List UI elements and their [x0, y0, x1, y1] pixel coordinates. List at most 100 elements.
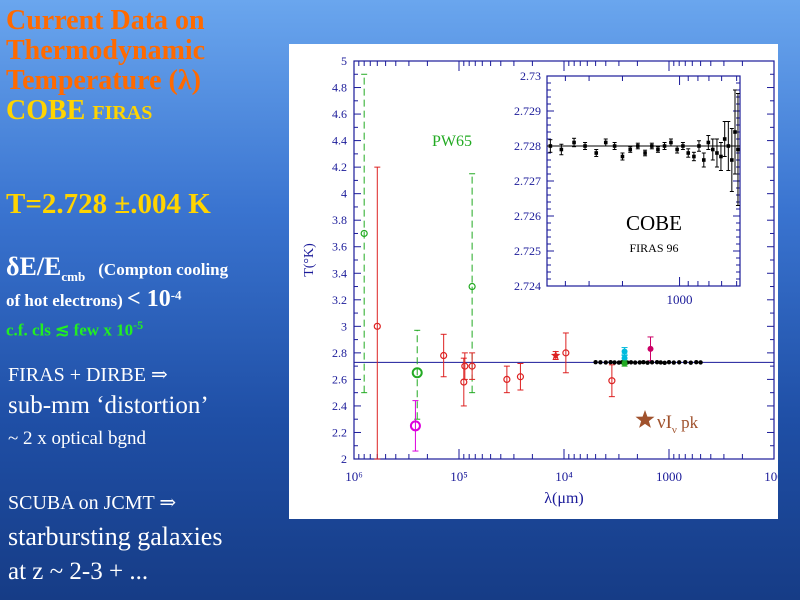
- y-tick-label: 3: [341, 319, 347, 333]
- inset-data-point: [662, 144, 667, 148]
- cf-exp: -5: [133, 318, 144, 332]
- inset-data-point: [715, 151, 719, 155]
- data-point: [628, 360, 634, 365]
- distortion-line-1: δE/Ecmb (Compton cooling: [6, 252, 228, 285]
- inset-data-point: [692, 154, 696, 159]
- data-point: [666, 359, 672, 365]
- data-point: [411, 367, 423, 379]
- data-point: [621, 360, 628, 367]
- inset-data-point: [681, 144, 685, 148]
- inset-data-point: [722, 137, 727, 141]
- data-point: [683, 359, 688, 365]
- data-point: [676, 360, 682, 365]
- inset-y-tick-label: 2.73: [520, 69, 541, 83]
- inset-data-point: [730, 158, 734, 162]
- inset-data-point: [726, 144, 731, 148]
- data-point: [468, 282, 476, 291]
- inset-data-point: [706, 140, 711, 145]
- data-point: [621, 355, 628, 362]
- submm-distortion-line: sub-mm ‘distortion’: [8, 392, 209, 419]
- legend-nu-sub: ν: [672, 424, 677, 436]
- data-point: [461, 362, 469, 370]
- x-tick-label: 100: [764, 469, 778, 484]
- cf-main: c.f. cls ≲ few x 10: [6, 320, 134, 340]
- starbursting-line: starbursting galaxies: [8, 522, 223, 551]
- data-point: [593, 359, 598, 365]
- firas-dirbe-line: FIRAS + DIRBE ⇒: [8, 364, 168, 386]
- inset-data-point: [612, 144, 617, 148]
- inset-data-point: [559, 147, 564, 152]
- inset-y-tick-label: 2.727: [514, 174, 541, 188]
- inset-data-point: [733, 130, 737, 134]
- inset-data-point: [675, 147, 679, 152]
- inset-data-point: [583, 144, 587, 148]
- inset-data-point: [697, 144, 701, 148]
- y-tick-label: 5: [341, 54, 347, 68]
- de-paren: (Compton cooling: [98, 260, 229, 279]
- inset-y-tick-label: 2.726: [514, 209, 541, 223]
- data-point: [671, 360, 677, 365]
- title-cobe: COBE: [6, 95, 93, 126]
- x-tick-label: 10⁶: [345, 469, 363, 484]
- data-point: [598, 360, 603, 365]
- distortion-line-2: of hot electrons) < 10-4: [6, 286, 182, 313]
- inset-data-point: [572, 140, 576, 145]
- x-tick-label: 1000: [656, 469, 682, 484]
- inset-data-point: [719, 154, 723, 159]
- star-icon: [635, 410, 655, 428]
- data-point: [688, 360, 693, 365]
- inset-data-point: [620, 154, 625, 159]
- data-point: [649, 360, 655, 365]
- data-point: [373, 322, 381, 330]
- inset-data-marks: [548, 89, 740, 206]
- inset-data-point: [643, 151, 647, 155]
- de-line2-text: of hot electrons): [6, 291, 123, 310]
- y-tick-label: 4.2: [332, 160, 347, 174]
- y-tick-label: 3.8: [332, 213, 347, 227]
- data-point: [621, 348, 628, 355]
- data-point: [360, 229, 368, 238]
- data-point: [516, 373, 525, 381]
- y-axis-label: T(°K): [302, 243, 317, 277]
- inset-y-tick-label: 2.724: [514, 279, 541, 293]
- y-tick-label: 3.2: [332, 293, 347, 307]
- y-tick-label: 3.4: [332, 266, 347, 280]
- data-point: [698, 360, 703, 365]
- inset-data-point: [603, 140, 608, 145]
- cf-line: c.f. cls ≲ few x 10-5: [6, 318, 143, 341]
- optical-bgnd-line: ~ 2 x optical bgnd: [8, 428, 146, 449]
- inset-data-point: [548, 144, 553, 148]
- inset-y-tick-label: 2.729: [514, 104, 541, 118]
- y-tick-label: 2.2: [332, 425, 347, 439]
- data-point: [612, 360, 617, 365]
- data-point: [694, 359, 699, 365]
- inset-title: COBE: [626, 211, 682, 235]
- scuba-line: SCUBA on JCMT ⇒: [8, 492, 177, 514]
- y-tick-label: 4.4: [332, 134, 347, 148]
- y-tick-label: 2.6: [332, 372, 347, 386]
- data-point: [641, 359, 646, 365]
- pw65-annotation: PW65: [432, 133, 472, 150]
- redshift-line: at z ~ 2-3 + ...: [8, 558, 149, 585]
- x-axis-label: λ(μm): [544, 490, 583, 507]
- y-tick-label: 4.8: [332, 81, 347, 95]
- temperature-value: T=2.728 ±.004 K: [6, 188, 211, 220]
- title-line-4: COBE FIRAS: [6, 96, 205, 128]
- y-tick-label: 3.6: [332, 240, 347, 254]
- slide-title: Current Data on Thermodynamic Temperatur…: [6, 6, 205, 128]
- inset-data-point: [669, 140, 673, 145]
- legend-pk: pk: [677, 413, 699, 432]
- data-point: [645, 360, 650, 365]
- inset-data-point: [650, 144, 654, 148]
- y-tick-label: 2: [341, 452, 347, 466]
- de-limit: < 10: [127, 286, 171, 312]
- data-point: [608, 377, 616, 385]
- nu-i-nu-peak-legend: νIν pk: [635, 410, 699, 436]
- inset-axes: 2.724 2.725 2.726 2.727 2.728 2.729 2.73 1000: [514, 69, 740, 307]
- data-point: [440, 351, 448, 360]
- inset-data-point: [736, 147, 740, 152]
- data-point: [409, 420, 421, 432]
- data-point: [503, 375, 511, 383]
- inset-data-point: [701, 158, 706, 162]
- inset-data-point: [656, 147, 660, 152]
